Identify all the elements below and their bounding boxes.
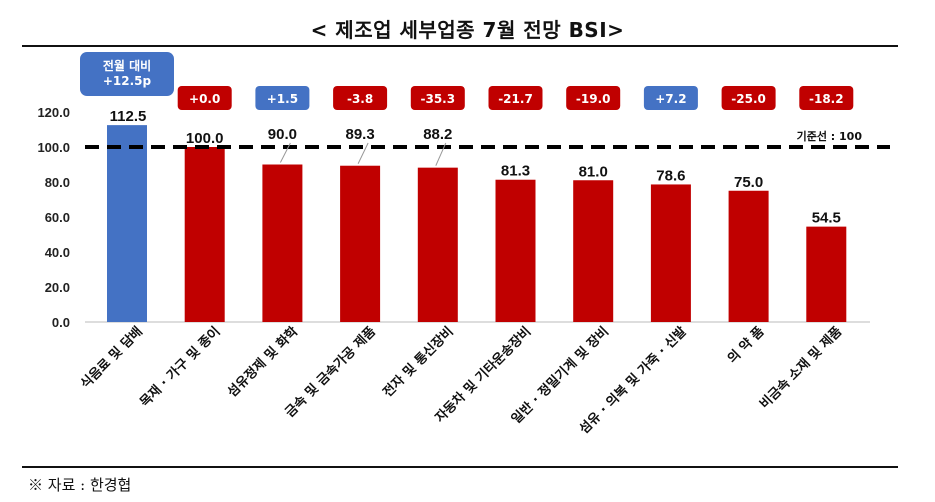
change-badge (177, 86, 232, 110)
y-axis: 0.0 20.0 40.0 60.0 80.0 100.0 120.0 (37, 105, 870, 330)
category-label: 식음료 및 담배 (77, 324, 145, 392)
value-label: 88.2 (423, 126, 452, 143)
change-badge (643, 86, 698, 110)
value-label: 75.0 (734, 174, 763, 191)
value-label: 89.3 (345, 126, 374, 143)
category-label: 의 약 품 (724, 323, 767, 366)
bar (340, 165, 381, 322)
value-label: 78.6 (656, 167, 685, 184)
y-tick-label: 100.0 (37, 140, 70, 155)
change-badge-label: -18.2 (809, 92, 844, 106)
leader-line (435, 142, 447, 166)
bar (184, 147, 225, 322)
chart-title: < 제조업 세부업종 7월 전망 BSI> (310, 18, 625, 42)
bottom-rule (22, 466, 898, 468)
bar (417, 167, 458, 322)
bar (495, 179, 536, 322)
bar (262, 164, 303, 322)
bar (728, 190, 769, 322)
bars (107, 125, 847, 322)
change-badge (80, 52, 174, 96)
y-tick-label: 60.0 (45, 210, 70, 225)
change-badge-label: +7.2 (655, 92, 686, 106)
bar (806, 226, 847, 322)
change-badge (799, 86, 854, 110)
change-badges: 전월 대비+12.5p +0.0 +1.5 -3.8 -35.3 -21.7 -19.0 +7… (80, 52, 854, 110)
leader-line (357, 142, 369, 164)
y-tick-label: 80.0 (45, 175, 70, 190)
y-tick-label: 0.0 (52, 315, 70, 330)
y-tick-label: 40.0 (45, 245, 70, 260)
source-note: ※ 자료 : 한경협 (28, 476, 132, 494)
y-tick-label: 120.0 (37, 105, 70, 120)
value-label: 112.5 (110, 108, 147, 125)
change-badge-label: -3.8 (347, 92, 373, 106)
change-badge-label: -35.3 (421, 92, 456, 106)
bar (573, 180, 614, 322)
reference-line-label: 기준선 : 100 (797, 129, 863, 143)
value-label: 54.5 (812, 210, 841, 227)
value-label: 81.3 (501, 163, 530, 180)
change-badge (333, 86, 388, 110)
reference-line: 기준선 : 100 (85, 129, 890, 149)
value-label: 90.0 (268, 126, 297, 143)
change-badge (488, 86, 543, 110)
bar (107, 125, 147, 322)
category-label: 목재 · 가구 및 종이 (137, 324, 224, 411)
change-badge (721, 86, 776, 110)
category-label: 전자 및 통신장비 (380, 324, 457, 401)
change-badge-label: +12.5p (103, 74, 152, 88)
change-badge (255, 86, 310, 110)
value-label: 81.0 (579, 163, 608, 180)
change-badge-label: 전월 대비 (103, 58, 151, 73)
change-badge (566, 86, 621, 110)
y-tick-label: 20.0 (45, 280, 70, 295)
change-badge-label: +1.5 (267, 92, 298, 106)
leader-line (279, 142, 291, 163)
change-badge (410, 86, 465, 110)
value-labels: 112.5 100.0 90.0 89.3 88.2 81.3 81.0 78.6 75.0 54… (110, 108, 841, 227)
change-badge-label: -21.7 (498, 92, 533, 106)
change-badge-label: +0.0 (189, 92, 220, 106)
change-badge-label: -19.0 (576, 92, 611, 106)
change-badge-label: -25.0 (731, 92, 766, 106)
category-label: 비금속 소재 및 제품 (757, 324, 845, 412)
title-underline (22, 45, 898, 47)
category-label: 섬유정제 및 화학 (224, 323, 301, 400)
value-label: 100.0 (186, 130, 224, 147)
bar (650, 184, 691, 322)
